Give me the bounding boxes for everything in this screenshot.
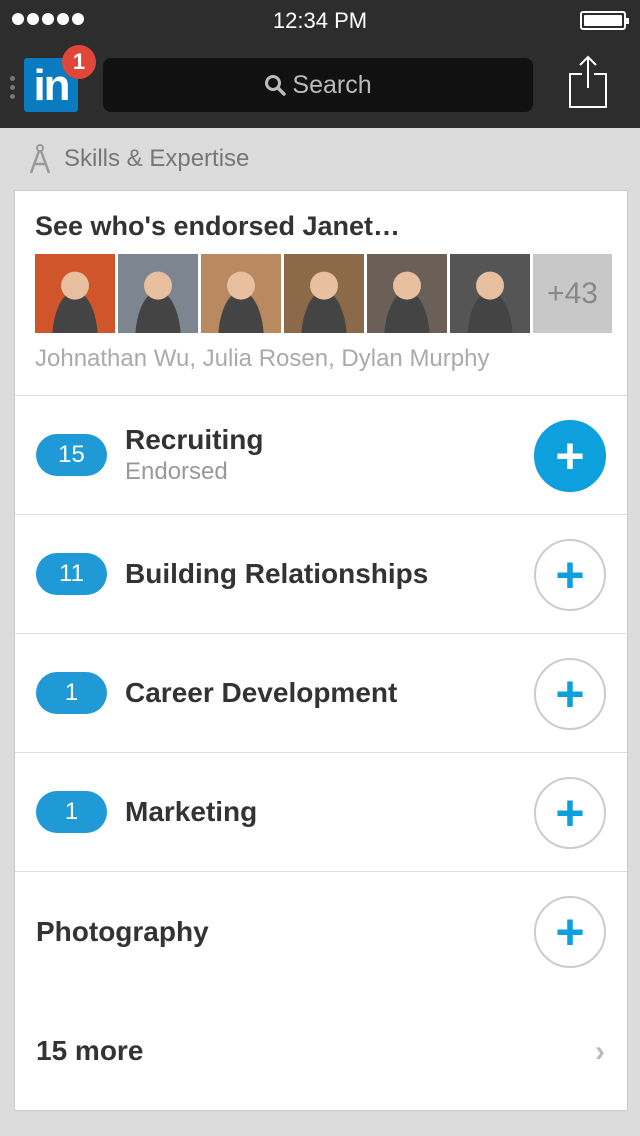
avatar[interactable] bbox=[35, 254, 115, 333]
endorsers-title: See who's endorsed Janet… bbox=[35, 211, 401, 241]
skill-info: Recruiting Endorsed bbox=[125, 424, 263, 486]
avatar[interactable] bbox=[201, 254, 281, 333]
avatar[interactable] bbox=[284, 254, 364, 333]
chevron-right-icon: › bbox=[595, 1035, 605, 1068]
endorse-button[interactable]: + bbox=[534, 777, 606, 849]
signal-icon bbox=[12, 13, 84, 25]
plus-icon: + bbox=[555, 547, 585, 603]
avatar[interactable] bbox=[118, 254, 198, 333]
more-endorsers[interactable]: +43 bbox=[533, 254, 612, 333]
skill-row[interactable]: 15 Recruiting Endorsed + bbox=[15, 396, 627, 515]
search-input[interactable]: Search bbox=[103, 58, 533, 112]
skill-status: Endorsed bbox=[125, 458, 228, 485]
skill-info: Marketing bbox=[125, 796, 257, 828]
more-skills-label: 15 more bbox=[36, 1034, 144, 1066]
endorsement-count: 15 bbox=[36, 434, 107, 476]
skill-row[interactable]: 11 Building Relationships + bbox=[15, 515, 627, 634]
skill-info: Building Relationships bbox=[125, 558, 428, 590]
more-skills-row[interactable]: 15 more › bbox=[15, 991, 627, 1110]
plus-icon: + bbox=[555, 666, 585, 722]
status-bar: 12:34 PM bbox=[0, 0, 640, 40]
plus-icon: + bbox=[555, 785, 585, 841]
skills-card: See who's endorsed Janet… +43 Johnathan … bbox=[14, 190, 628, 1111]
endorser-names: Johnathan Wu, Julia Rosen, Dylan Murphy bbox=[35, 345, 490, 372]
avatar[interactable] bbox=[450, 254, 530, 333]
nav-bar: in 1 Search bbox=[0, 40, 640, 128]
skill-name: Photography bbox=[36, 915, 209, 947]
skill-name: Marketing bbox=[125, 796, 258, 827]
endorsement-count: 1 bbox=[36, 672, 107, 714]
skill-name: Recruiting bbox=[125, 424, 264, 455]
avatar-list: +43 bbox=[35, 254, 627, 333]
skill-info: Career Development bbox=[125, 677, 397, 709]
plus-icon: + bbox=[555, 428, 585, 484]
skill-info: Photography bbox=[36, 916, 209, 948]
section-header: Skills & Expertise bbox=[0, 128, 640, 190]
endorse-button[interactable]: + bbox=[534, 658, 606, 730]
search-placeholder: Search bbox=[292, 70, 372, 99]
endorsement-count: 11 bbox=[36, 553, 107, 595]
endorse-button[interactable]: + bbox=[534, 539, 606, 611]
share-icon[interactable] bbox=[568, 54, 608, 110]
endorse-button[interactable]: + bbox=[534, 896, 606, 968]
battery-icon bbox=[580, 11, 629, 30]
plus-icon: + bbox=[555, 904, 585, 960]
endorsement-count: 1 bbox=[36, 791, 107, 833]
skill-name: Building Relationships bbox=[125, 558, 429, 589]
skill-row[interactable]: 1 Career Development + bbox=[15, 634, 627, 753]
menu-grip-icon[interactable] bbox=[10, 76, 15, 99]
compass-icon bbox=[29, 144, 51, 174]
avatar[interactable] bbox=[367, 254, 447, 333]
endorsers-section[interactable]: See who's endorsed Janet… +43 Johnathan … bbox=[15, 191, 627, 396]
search-icon bbox=[265, 75, 287, 96]
section-title: Skills & Expertise bbox=[64, 145, 250, 172]
skill-name: Career Development bbox=[125, 677, 398, 708]
endorse-button[interactable]: + bbox=[534, 420, 606, 492]
notification-badge[interactable]: 1 bbox=[62, 45, 96, 79]
skill-row[interactable]: 1 Marketing + bbox=[15, 753, 627, 872]
skill-row[interactable]: Photography + bbox=[15, 872, 627, 991]
clock: 12:34 PM bbox=[272, 8, 368, 33]
